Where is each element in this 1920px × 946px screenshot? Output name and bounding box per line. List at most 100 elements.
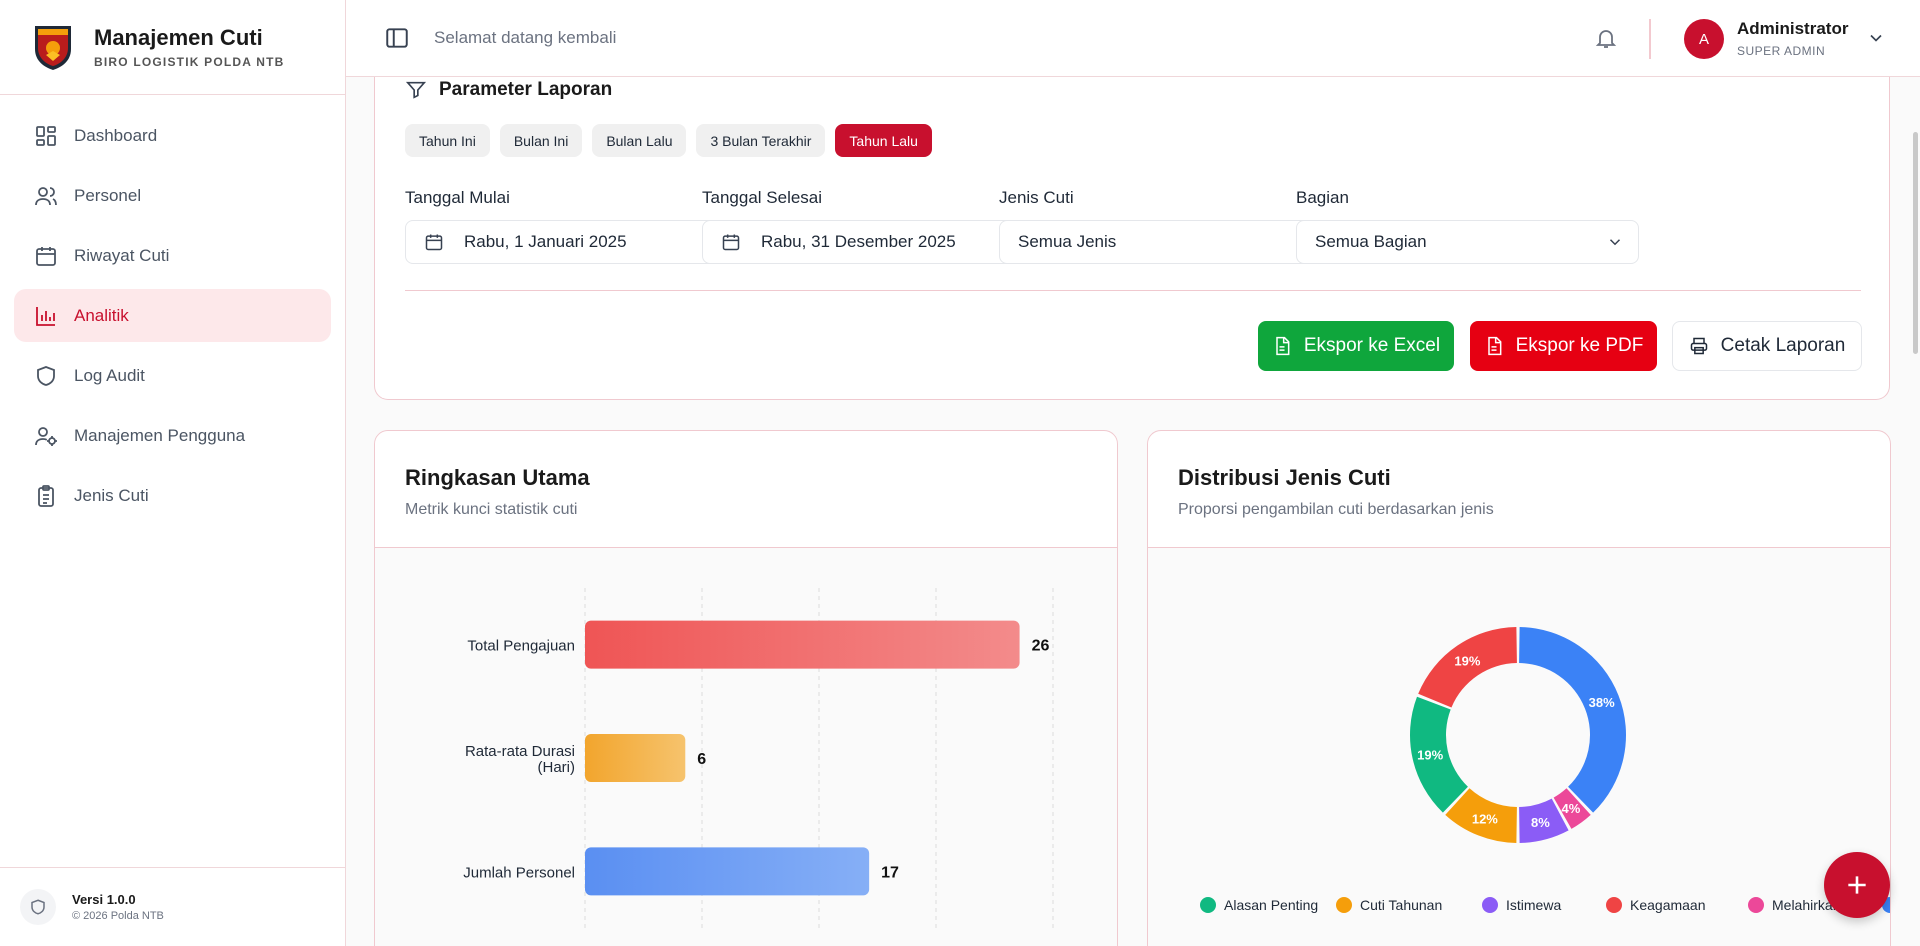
donut-percent-label: 38% <box>1589 695 1615 710</box>
report-parameters-card: Parameter Laporan Tahun Ini Bulan Ini Bu… <box>374 40 1890 400</box>
users-icon <box>35 186 57 205</box>
preset-3-bulan-terakhir[interactable]: 3 Bulan Terakhir <box>696 124 826 157</box>
chart-category-label: Total Pengajuan <box>467 638 575 655</box>
distribution-title: Distribusi Jenis Cuti <box>1178 465 1391 490</box>
chart-legend: Alasan Penting Cuti Tahunan Istimewa Keagam… <box>1200 897 1920 913</box>
chart-bar[interactable] <box>585 620 1020 669</box>
shield-badge-icon <box>20 889 56 925</box>
plus-icon <box>1848 876 1866 894</box>
sidebar-item-label: Manajemen Pengguna <box>74 425 246 445</box>
donut-percent-label: 8% <box>1531 815 1550 830</box>
sidebar-item-personel[interactable]: Personel <box>14 169 331 222</box>
chart-category-label: Jumlah Personel <box>463 864 575 881</box>
donut-slice[interactable] <box>1553 788 1591 829</box>
summary-bar-chart: Total Pengajuan 26 Rata-rata Durasi(Hari) 6… <box>463 588 1054 928</box>
file-text-icon <box>1487 336 1502 356</box>
sidebar-item-label: Dashboard <box>74 125 158 145</box>
department-select[interactable]: Semua Bagian <box>1296 220 1639 264</box>
chart-bar[interactable] <box>585 734 686 782</box>
export-excel-button[interactable]: Ekspor ke Excel <box>1258 321 1454 371</box>
add-fab-button[interactable] <box>1824 852 1890 918</box>
sidebar-item-dashboard[interactable]: Dashboard <box>14 109 331 162</box>
legend-label[interactable]: Cuti Tahunan <box>1360 897 1442 913</box>
leave-type-select[interactable]: Semua Jenis <box>999 220 1342 264</box>
welcome-text: Selamat datang kembali <box>434 28 617 47</box>
summary-chart-area: Total Pengajuan 26 Rata-rata Durasi (Hari) 6… <box>375 548 1117 946</box>
donut-slice[interactable] <box>1418 627 1517 708</box>
export-pdf-label: Ekspor ke PDF <box>1515 335 1644 356</box>
legend-label[interactable]: Keagamaan <box>1630 897 1706 913</box>
end-date-value: Rabu, 31 Desember 2025 <box>761 232 956 251</box>
chart-value-label: 6 <box>697 751 706 768</box>
legend-label[interactable]: Melahirkan <box>1772 897 1840 913</box>
chart-value-label: 17 <box>881 864 899 881</box>
print-report-button[interactable]: Cetak Laporan <box>1672 321 1862 371</box>
user-cog-icon <box>35 426 57 446</box>
sidebar-nav: Dashboard Personel Riwayat Cuti Analitik… <box>0 95 345 522</box>
parameters-title-text: Parameter Laporan <box>439 79 613 100</box>
user-role: SUPER ADMIN <box>1737 44 1826 58</box>
app-title: Manajemen Cuti <box>94 25 263 50</box>
sidebar-item-riwayat-cuti[interactable]: Riwayat Cuti <box>14 229 331 282</box>
polda-logo-icon <box>35 26 71 70</box>
clipboard-icon <box>38 484 54 507</box>
leave-type-field: Jenis Cuti Semua Jenis <box>999 188 1342 264</box>
calendar-icon <box>722 234 740 251</box>
chevron-down-icon <box>1609 239 1621 246</box>
calendar-icon <box>425 234 443 251</box>
sidebar-item-log-audit[interactable]: Log Audit <box>14 349 331 402</box>
legend-label[interactable]: Alasan Penting <box>1224 897 1318 913</box>
department-value: Semua Bagian <box>1315 232 1427 251</box>
preset-bulan-lalu[interactable]: Bulan Lalu <box>592 124 687 157</box>
preset-bulan-ini[interactable]: Bulan Ini <box>499 124 583 157</box>
print-report-label: Cetak Laporan <box>1720 335 1846 356</box>
start-date-input[interactable]: Rabu, 1 Januari 2025 <box>405 220 748 264</box>
shield-icon <box>37 365 55 386</box>
donut-slice[interactable] <box>1445 788 1517 843</box>
start-date-field: Tanggal Mulai Rabu, 1 Januari 2025 <box>405 188 748 264</box>
app-subtitle: BIRO LOGISTIK POLDA NTB <box>94 55 285 69</box>
distribution-header: Distribusi Jenis Cuti Proporsi pengambil… <box>1148 431 1890 548</box>
export-pdf-button[interactable]: Ekspor ke PDF <box>1470 321 1657 371</box>
leave-type-value: Semua Jenis <box>1018 232 1117 251</box>
end-date-field: Tanggal Selesai Rabu, 31 Desember 2025 <box>702 188 1045 264</box>
notification-bell-icon[interactable] <box>1594 26 1618 50</box>
page-scrollbar[interactable] <box>1913 132 1918 354</box>
donut-slice[interactable] <box>1519 627 1626 813</box>
donut-slice[interactable] <box>1519 798 1569 843</box>
summary-panel: Ringkasan Utama Metrik kunci statistik c… <box>374 430 1118 946</box>
sidebar-footer: Versi 1.0.0 © 2026 Polda NTB <box>0 867 346 946</box>
department-field: Bagian Semua Bagian <box>1296 188 1639 264</box>
end-date-input[interactable]: Rabu, 31 Desember 2025 <box>702 220 1045 264</box>
leave-type-label: Jenis Cuti <box>999 188 1074 207</box>
preset-tahun-ini[interactable]: Tahun Ini <box>405 124 490 157</box>
donut-slice[interactable] <box>1410 696 1468 813</box>
top-header: Selamat datang kembali A Administrator S… <box>346 0 1920 77</box>
start-date-value: Rabu, 1 Januari 2025 <box>464 232 627 251</box>
sidebar-toggle-icon[interactable] <box>384 25 410 51</box>
department-label: Bagian <box>1296 188 1349 207</box>
legend-label[interactable]: Istimewa <box>1506 897 1561 913</box>
legend-swatch <box>1200 897 1216 913</box>
export-excel-label: Ekspor ke Excel <box>1303 335 1441 356</box>
sidebar: Manajemen Cuti BIRO LOGISTIK POLDA NTB D… <box>0 0 346 946</box>
avatar[interactable]: A <box>1684 19 1724 59</box>
chart-bar[interactable] <box>585 847 870 896</box>
chart-value-label: 26 <box>1032 638 1050 655</box>
parameters-title: Parameter Laporan <box>405 79 612 101</box>
start-date-label: Tanggal Mulai <box>405 188 510 207</box>
date-presets: Tahun Ini Bulan Ini Bulan Lalu 3 Bulan T… <box>405 124 932 157</box>
sidebar-item-jenis-cuti[interactable]: Jenis Cuti <box>14 469 331 522</box>
donut-percent-label: 19% <box>1454 654 1480 669</box>
brand: Manajemen Cuti BIRO LOGISTIK POLDA NTB <box>0 0 345 95</box>
chevron-down-icon[interactable] <box>1866 28 1886 48</box>
end-date-label: Tanggal Selesai <box>702 188 823 207</box>
preset-tahun-lalu[interactable]: Tahun Lalu <box>835 124 932 157</box>
header-divider <box>1649 19 1651 59</box>
sidebar-item-manajemen-pengguna[interactable]: Manajemen Pengguna <box>14 409 331 462</box>
sidebar-item-label: Log Audit <box>74 365 145 385</box>
summary-title: Ringkasan Utama <box>405 465 590 490</box>
user-name[interactable]: Administrator <box>1737 19 1849 38</box>
sidebar-item-analitik[interactable]: Analitik <box>14 289 331 342</box>
distribution-subtitle: Proporsi pengambilan cuti berdasarkan je… <box>1178 501 1494 518</box>
